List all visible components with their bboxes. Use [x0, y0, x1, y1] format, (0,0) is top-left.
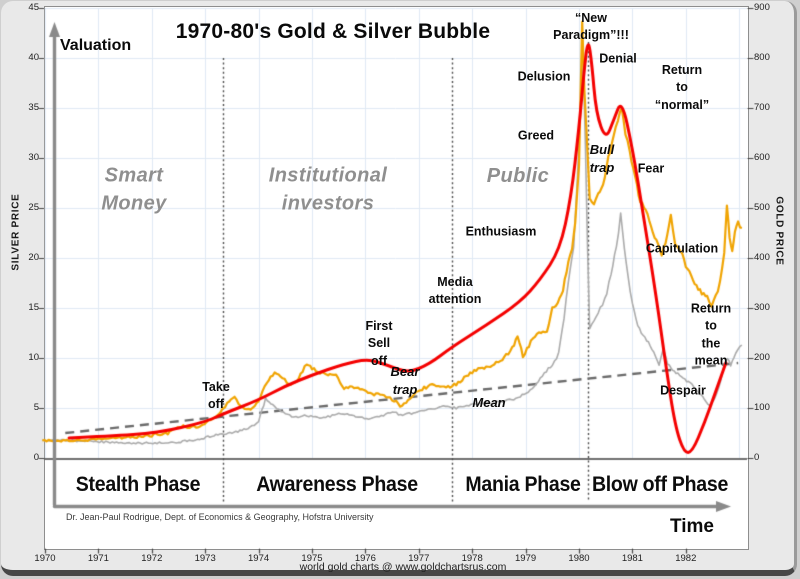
- gold-tick-label: 300: [754, 302, 770, 313]
- phase-label-mania-phase: Mania Phase: [465, 473, 581, 496]
- annotation-enthusiasm: Enthusiasm: [465, 224, 537, 239]
- silver-tick-label: 0: [33, 452, 39, 463]
- annotation-smart-money: Smart Money: [101, 164, 167, 215]
- phase-label-awareness-phase: Awareness Phase: [256, 473, 418, 496]
- annotation-new-paradigm: “New Paradigm”!!!: [553, 10, 629, 42]
- gold-tick-label: 0: [754, 452, 760, 463]
- silver-tick-label: 30: [28, 152, 39, 163]
- gold-tick-label: 100: [754, 402, 770, 413]
- year-tick-label: 1975: [301, 553, 323, 564]
- annotation-institutional-investors: Institutional investors: [268, 164, 388, 215]
- annotation-bear-trap: Bear trap: [390, 364, 420, 397]
- silver-tick-label: 40: [28, 52, 39, 63]
- annotation-media-attention: Media attention: [428, 274, 482, 306]
- year-tick-label: 1981: [621, 553, 643, 564]
- valuation-axis-label: Valuation: [60, 37, 132, 54]
- year-tick-label: 1982: [675, 553, 697, 564]
- time-axis-label: Time: [669, 516, 715, 537]
- gold-tick-label: 500: [754, 202, 770, 213]
- year-tick-label: 1979: [515, 553, 537, 564]
- annotation-take-off: Take off: [202, 379, 230, 411]
- gold-tick-label: 800: [754, 52, 770, 63]
- gold-tick-label: 400: [754, 252, 770, 263]
- silver-tick-label: 15: [28, 302, 39, 313]
- silver-tick-label: 35: [28, 102, 39, 113]
- year-tick-label: 1978: [461, 553, 483, 564]
- phase-label-stealth-phase: Stealth Phase: [75, 473, 201, 496]
- annotation-public: Public: [486, 164, 550, 187]
- gold-tick-label: 600: [754, 152, 770, 163]
- gold-tick-label: 900: [754, 2, 770, 13]
- annotation-return-to-normal: Return to “normal”: [654, 63, 710, 112]
- annotation-return-to-the-mean: Return to the mean: [690, 301, 732, 368]
- annotation-mean: Mean: [472, 395, 506, 411]
- annotation-fear: Fear: [637, 161, 665, 176]
- annotation-capitulation: Capitulation: [645, 241, 719, 256]
- year-tick-label: 1973: [194, 553, 216, 564]
- year-tick-label: 1976: [354, 553, 376, 564]
- year-tick-label: 1977: [408, 553, 430, 564]
- annotation-delusion: Delusion: [517, 69, 571, 84]
- silver-tick-label: 45: [28, 2, 39, 13]
- year-tick-label: 1974: [248, 553, 270, 564]
- year-tick-label: 1972: [141, 553, 163, 564]
- gold-tick-label: 700: [754, 102, 770, 113]
- gold-tick-label: 200: [754, 352, 770, 363]
- year-tick-label: 1970: [34, 553, 56, 564]
- attribution-text: Dr. Jean-Paul Rodrigue, Dept. of Economi…: [66, 512, 374, 522]
- annotation-despair: Despair: [660, 383, 706, 398]
- watermark-text: world gold charts @ www.goldchartsrus.co…: [299, 561, 507, 573]
- annotation-bull-trap: Bull trap: [589, 142, 615, 175]
- year-tick-label: 1971: [87, 553, 109, 564]
- annotation-first-sell-off: First Sell off: [365, 319, 393, 368]
- chart-title: 1970-80's Gold & Silver Bubble: [175, 20, 491, 43]
- phase-label-blow-off-phase: Blow off Phase: [591, 473, 729, 496]
- silver-tick-label: 10: [28, 352, 39, 363]
- annotation-denial: Denial: [599, 51, 637, 66]
- silver-tick-label: 20: [28, 252, 39, 263]
- annotation-greed: Greed: [517, 128, 555, 143]
- silver-tick-label: 25: [28, 202, 39, 213]
- year-tick-label: 1980: [568, 553, 590, 564]
- silver-tick-label: 5: [33, 402, 39, 413]
- gold-axis-title: GOLD PRICE: [773, 196, 785, 266]
